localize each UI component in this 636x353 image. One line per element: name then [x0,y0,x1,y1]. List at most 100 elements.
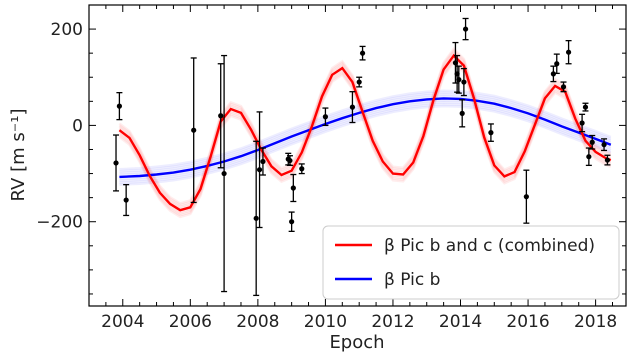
rv-point [579,113,586,133]
rv-marker [582,104,589,110]
posterior-draw [118,48,612,207]
rv-marker [356,79,362,85]
posterior-draw [119,91,612,173]
y-tick-label: 0 [72,116,83,136]
plot-frame [88,4,627,307]
rv-data-points [113,17,611,297]
rv-point [123,183,130,217]
rv-point [455,65,462,94]
x-tick-label: 2016 [506,312,549,332]
x-tick-label: 2014 [439,312,482,332]
x-tick-label: 2010 [304,312,347,332]
posterior-draw [119,101,612,183]
rv-point [113,134,120,192]
rv-marker [221,170,227,177]
rv-point [604,154,611,166]
posterior-draw [119,99,612,181]
rv-marker [523,194,529,200]
posterior-draw [118,58,612,217]
rv-marker [299,166,305,172]
rv-marker [256,167,263,173]
rv-point [359,45,366,61]
rv-point [116,92,123,121]
rv-point [589,134,596,150]
rv-marker [123,197,129,203]
rv-marker [116,103,122,109]
rv-point [601,138,608,152]
rv-point [298,163,305,175]
legend-label-combined: β Pic b and c (combined) [384,236,595,256]
rv-point [565,39,572,65]
rv-point [259,147,266,176]
legend-box [322,225,620,300]
rv-point [582,102,589,112]
rv-point [523,169,530,224]
axis-ticks: 2004 2006 2008 2010 2012 2014 2016 2018 −200 0 200 [36,4,626,332]
rv-marker [604,157,611,163]
rv-marker [550,71,556,77]
rv-marker [349,104,356,110]
posterior-draw [118,60,612,219]
rv-point [356,76,363,88]
rv-marker [456,77,462,83]
rv-marker [191,127,197,133]
posterior-draw [119,93,612,175]
rv-point [253,140,260,297]
rv-marker [260,158,266,165]
rv-point [322,107,329,127]
rv-point [585,147,592,167]
model-curves [118,53,612,212]
x-tick-label: 2018 [574,312,617,332]
rv-point [550,65,557,83]
rv-marker [601,142,607,148]
rv-marker [565,49,572,55]
rv-marker [488,130,494,136]
x-axis-label: Epoch [329,332,384,353]
x-tick-label: 2006 [169,312,212,332]
rv-marker [290,185,296,191]
rv-marker [579,120,585,126]
rv-point [459,99,466,128]
rv-marker [560,84,567,90]
x-tick-label: 2004 [101,312,144,332]
rv-point [462,17,469,41]
legend: β Pic b and c (combined) β Pic b [322,225,620,300]
rv-marker [359,50,366,56]
rv-point [217,63,224,169]
rv-marker [287,157,293,164]
rv-marker [589,139,595,145]
posterior-draw [118,46,612,205]
rv-point [288,211,295,233]
model-curve-combined [118,53,612,212]
y-tick-label: −200 [36,213,83,233]
rv-marker [322,114,329,120]
rv-marker [462,26,469,32]
rv-marker [113,160,119,166]
model-curve-b [119,97,612,179]
rv-point [286,155,293,167]
posterior-draw [119,89,612,171]
rv-point [560,81,567,93]
rv-marker [461,79,467,85]
legend-label-b: β Pic b [384,270,440,290]
rv-point [290,173,297,203]
posterior-draw [119,102,612,184]
rv-marker [459,110,465,116]
rv-marker [218,113,224,119]
rv-point [221,54,228,293]
y-tick-label: 200 [51,20,83,40]
rv-point [349,91,356,124]
rv-point [553,53,560,75]
rv-point [256,111,263,229]
y-axis-label: RV [m s⁻¹] [8,109,29,202]
rv-marker [586,154,592,160]
rv-marker [253,215,259,221]
rv-marker [289,219,295,225]
rv-point [460,67,467,97]
posterior-draw [119,95,612,177]
x-tick-label: 2012 [371,312,414,332]
rv-point [487,123,494,142]
rv-marker [554,61,560,67]
rv-point [190,57,197,204]
